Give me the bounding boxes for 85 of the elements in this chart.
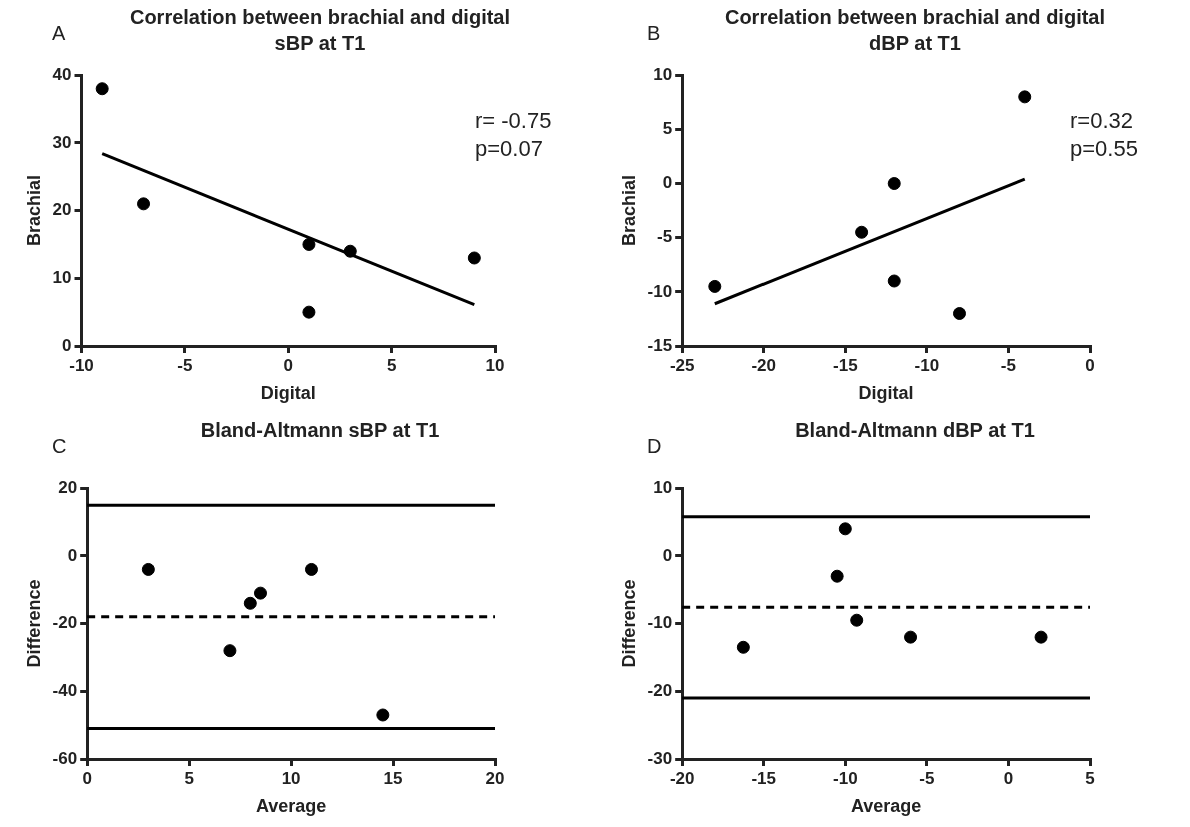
- y-tick-label: -10: [647, 613, 673, 633]
- point: [736, 640, 750, 654]
- x-tick-label: -15: [751, 768, 777, 788]
- x-tick-label: -25: [669, 355, 695, 375]
- point: [137, 197, 151, 211]
- point: [302, 305, 316, 319]
- point: [708, 279, 722, 293]
- x-tick-label: -5: [919, 768, 935, 788]
- x-tick-label: 0: [82, 768, 92, 788]
- annotation: r= -0.75: [475, 108, 552, 134]
- point: [1018, 90, 1032, 104]
- x-axis-title: Average: [850, 796, 922, 817]
- x-tick-label: 0: [1003, 768, 1014, 788]
- y-tick-label: 0: [662, 173, 673, 193]
- x-axis-title: Digital: [858, 383, 914, 404]
- point: [887, 274, 901, 288]
- x-tick-label: 10: [281, 768, 301, 788]
- x-axis-title: Digital: [260, 383, 316, 404]
- point: [223, 644, 237, 658]
- point: [304, 562, 318, 576]
- x-tick-label: -10: [914, 355, 940, 375]
- x-tick-label: 15: [383, 768, 403, 788]
- x-axis-title: Average: [255, 796, 327, 817]
- annotation: p=0.55: [1070, 136, 1138, 162]
- point: [953, 307, 966, 320]
- x-tick-label: 5: [184, 768, 194, 788]
- y-tick-label: 30: [52, 132, 72, 152]
- point: [850, 613, 864, 627]
- y-tick-label: 10: [52, 267, 72, 287]
- point: [243, 596, 257, 610]
- chart-title: Correlation between brachial and digital sBP at T1: [128, 5, 512, 56]
- point: [254, 586, 267, 600]
- y-tick-label: 10: [653, 477, 673, 497]
- annotation: r=0.32: [1070, 108, 1133, 134]
- text: B: [647, 22, 661, 45]
- x-tick-label: -15: [833, 355, 858, 375]
- y-tick-label: -10: [647, 281, 673, 301]
- y-tick-label: -60: [52, 748, 78, 768]
- text: A: [52, 22, 66, 45]
- x-tick-label: 5: [1085, 768, 1095, 788]
- point: [95, 82, 109, 96]
- y-tick-label: 20: [52, 200, 72, 220]
- x-tick-label: 5: [386, 355, 397, 375]
- point: [467, 251, 481, 265]
- point: [1034, 630, 1048, 644]
- y-tick-label: -30: [647, 748, 673, 768]
- y-tick-label: 5: [662, 119, 673, 139]
- y-tick-label: -5: [657, 227, 673, 247]
- y-axis-title: Brachial: [618, 175, 639, 247]
- x-tick-label: 20: [485, 768, 505, 788]
- y-tick-label: -20: [647, 680, 673, 700]
- chart-title: Bland-Altmann dBP at T1: [794, 418, 1036, 443]
- chart-title: Correlation between brachial and digital dBP at T1: [723, 5, 1107, 56]
- x-tick-label: 0: [1085, 355, 1095, 375]
- annotation: p=0.07: [475, 136, 543, 162]
- y-tick-label: 0: [67, 545, 78, 565]
- y-tick-label: -40: [52, 680, 78, 700]
- point: [302, 237, 316, 251]
- y-tick-label: 40: [52, 64, 72, 84]
- y-axis-title: Brachial: [23, 175, 44, 247]
- point: [838, 522, 852, 536]
- y-axis-title: Difference: [618, 579, 639, 668]
- point: [141, 562, 155, 576]
- y-tick-label: -15: [647, 335, 673, 355]
- chart-title: Bland-Altmann sBP at T1: [199, 418, 441, 443]
- y-axis-title: Difference: [23, 579, 44, 668]
- x-tick-label: 0: [283, 355, 293, 375]
- x-tick-label: -5: [177, 355, 193, 375]
- x-tick-label: 10: [485, 355, 505, 375]
- point: [904, 630, 918, 644]
- x-tick-label: -10: [833, 768, 858, 788]
- point: [887, 177, 901, 191]
- y-tick-label: 0: [62, 335, 72, 355]
- text: D: [647, 435, 662, 458]
- text: C: [52, 435, 67, 458]
- point: [830, 569, 844, 583]
- x-tick-label: -20: [751, 355, 777, 375]
- point: [343, 244, 357, 258]
- point: [855, 225, 869, 239]
- point: [376, 708, 390, 722]
- y-tick-label: 0: [662, 545, 673, 565]
- y-tick-label: 10: [653, 64, 673, 84]
- y-tick-label: 20: [58, 477, 78, 497]
- y-tick-label: -20: [52, 613, 78, 633]
- x-tick-label: -5: [1000, 355, 1016, 375]
